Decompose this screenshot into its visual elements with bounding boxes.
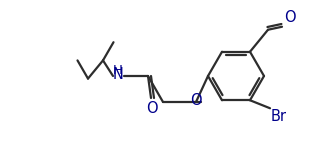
Text: O: O: [284, 10, 296, 25]
Text: Br: Br: [271, 109, 287, 124]
Text: N: N: [112, 67, 123, 81]
Text: O: O: [146, 101, 158, 116]
Text: H: H: [113, 64, 123, 77]
Text: O: O: [190, 93, 202, 108]
